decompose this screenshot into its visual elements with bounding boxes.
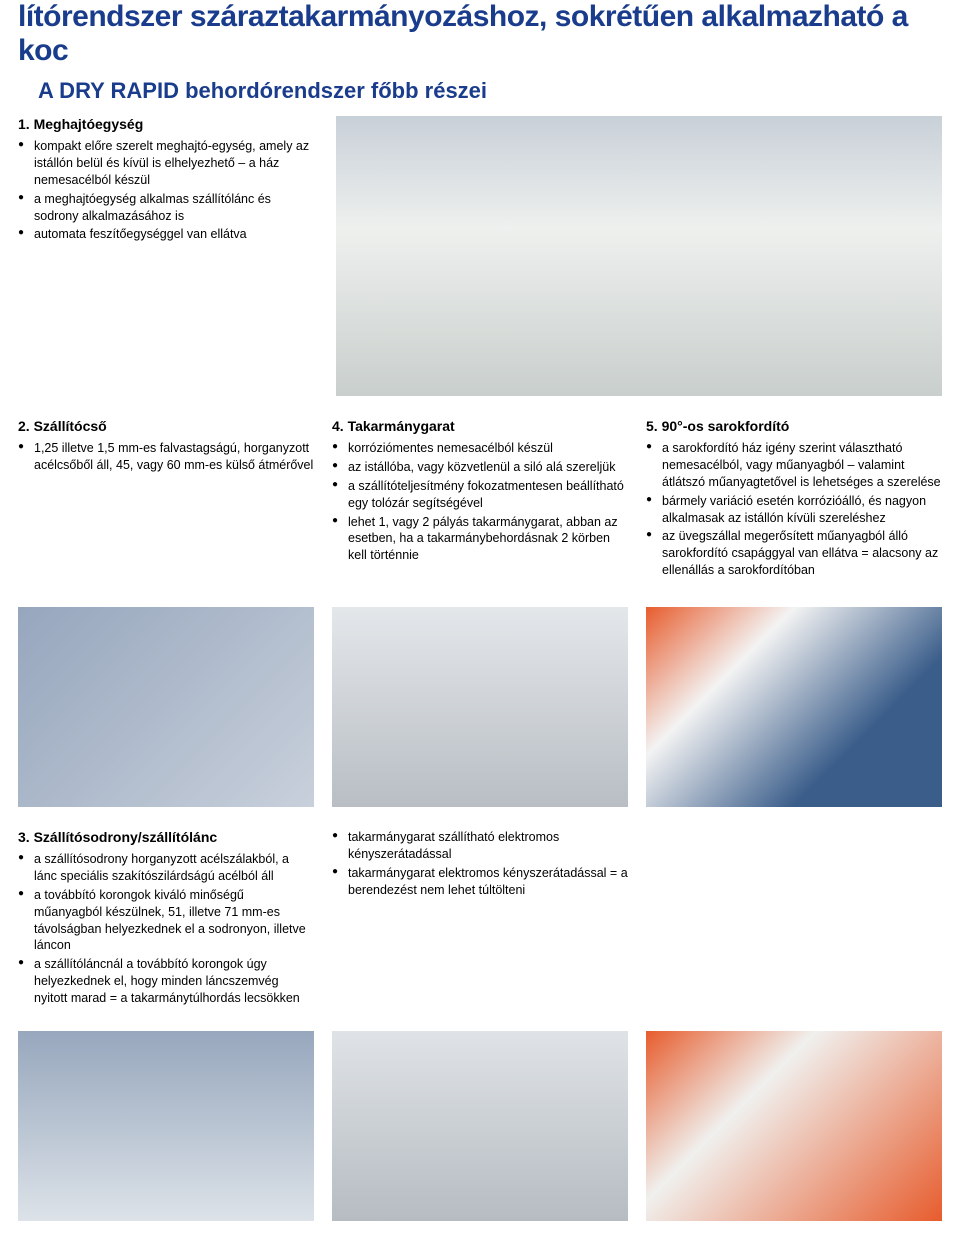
empty-col (646, 829, 942, 1017)
list-item: 1,25 illetve 1,5 mm-es falvastagságú, ho… (18, 440, 314, 474)
sub-title: A DRY RAPID behordórendszer főbb részei (18, 78, 942, 104)
row-drive: 1. Meghajtóegység kompakt előre szerelt … (18, 116, 942, 396)
drive-image-col (336, 116, 942, 396)
list-item: takarmánygarat szállítható elektromos ké… (332, 829, 628, 863)
row-sections-245: 2. Szállítócső 1,25 illetve 1,5 mm-es fa… (18, 418, 942, 589)
section-5: 5. 90°-os sarokfordító a sarokfordító há… (646, 418, 942, 589)
list-item: az üvegszállal megerősített műanyagból á… (646, 528, 942, 579)
section-4-head: 4. Takarmánygarat (332, 418, 628, 434)
section-3: 3. Szállítósodrony/szállítólánc a szállí… (18, 829, 314, 1017)
section-4-list: korróziómentes nemesacélból készül az is… (332, 440, 628, 564)
section-2: 2. Szállítócső 1,25 illetve 1,5 mm-es fa… (18, 418, 314, 589)
list-item: a szállítósodrony horganyzott acélszálak… (18, 851, 314, 885)
section-5-list: a sarokfordító ház igény szerint választ… (646, 440, 942, 579)
section-2-head: 2. Szállítócső (18, 418, 314, 434)
list-item: automata feszítőegységgel van ellátva (18, 226, 318, 243)
section-1-head: 1. Meghajtóegység (18, 116, 318, 132)
section-5-head: 5. 90°-os sarokfordító (646, 418, 942, 434)
corner2-image-col (646, 1031, 942, 1221)
section-3-head: 3. Szállítósodrony/szállítólánc (18, 829, 314, 845)
section-4: 4. Takarmánygarat korróziómentes nemesac… (332, 418, 628, 589)
corner2-image (646, 1031, 942, 1221)
section-2-list: 1,25 illetve 1,5 mm-es falvastagságú, ho… (18, 440, 314, 474)
document-page: lítórendszer száraztakarmányozáshoz, sok… (0, 0, 960, 1241)
discs-image-col (18, 1031, 314, 1221)
list-item: a meghajtóegység alkalmas szállítólánc é… (18, 191, 318, 225)
discs-image (18, 1031, 314, 1221)
list-item: kompakt előre szerelt meghajtó-egység, a… (18, 138, 318, 189)
section-4b: takarmánygarat szállítható elektromos ké… (332, 829, 628, 1017)
section-1-list: kompakt előre szerelt meghajtó-egység, a… (18, 138, 318, 243)
hopper-image-col (332, 607, 628, 807)
section-1: 1. Meghajtóegység kompakt előre szerelt … (18, 116, 318, 396)
list-item: a továbbító korongok kiváló minőségű műa… (18, 887, 314, 955)
list-item: a sarokfordító ház igény szerint választ… (646, 440, 942, 491)
list-item: takarmánygarat elektromos kényszerátadás… (332, 865, 628, 899)
drive-image (336, 116, 942, 396)
pipes-image (18, 607, 314, 807)
list-item: bármely variáció esetén korrózióálló, és… (646, 493, 942, 527)
row-images-bottom (18, 1031, 942, 1221)
list-item: lehet 1, vagy 2 pályás takarmánygarat, a… (332, 514, 628, 565)
list-item: a szállítóteljesítmény fokozatmentesen b… (332, 478, 628, 512)
silo-image (332, 1031, 628, 1221)
corner-image (646, 607, 942, 807)
row-sections-3-4b: 3. Szállítósodrony/szállítólánc a szállí… (18, 829, 942, 1017)
section-4b-list: takarmánygarat szállítható elektromos ké… (332, 829, 628, 899)
list-item: korróziómentes nemesacélból készül (332, 440, 628, 457)
main-title: lítórendszer száraztakarmányozáshoz, sok… (18, 0, 942, 68)
hopper-image (332, 607, 628, 807)
corner-image-col (646, 607, 942, 807)
pipes-image-col (18, 607, 314, 807)
list-item: a szállítóláncnál a továbbító korongok ú… (18, 956, 314, 1007)
list-item: az istállóba, vagy közvetlenül a siló al… (332, 459, 628, 476)
section-3-list: a szállítósodrony horganyzott acélszálak… (18, 851, 314, 1007)
row-images-middle (18, 607, 942, 807)
silo-image-col (332, 1031, 628, 1221)
